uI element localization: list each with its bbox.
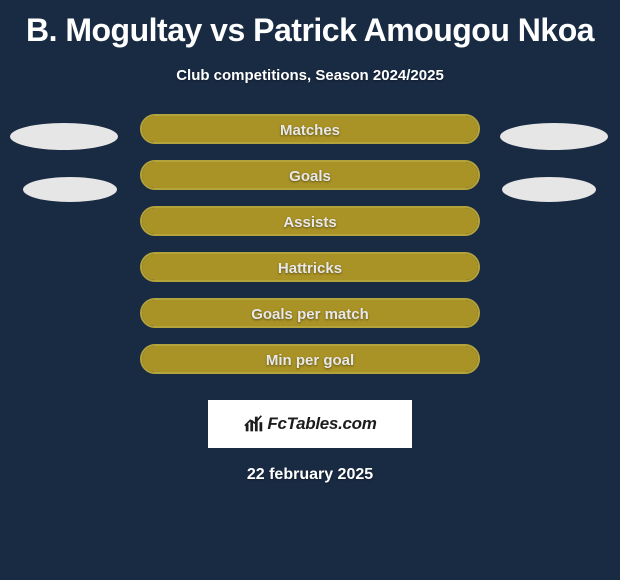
stat-label: Goals: [142, 162, 478, 190]
stat-label: Goals per match: [142, 300, 478, 328]
subtitle: Club competitions, Season 2024/2025: [0, 67, 620, 84]
bar-track: Min per goal: [140, 344, 480, 374]
comparison-chart: 1611Matches00Goals2Assists00HattricksGoa…: [0, 114, 620, 390]
chart-icon: [243, 413, 265, 435]
stat-label: Assists: [142, 208, 478, 236]
bar-track: Goals per match: [140, 298, 480, 328]
source-badge-text: FcTables.com: [243, 413, 376, 435]
stat-row: 00Hattricks: [0, 252, 620, 298]
stat-row: 2Assists: [0, 206, 620, 252]
avatar-ellipse: [500, 123, 608, 150]
stat-label: Hattricks: [142, 254, 478, 282]
stat-row: Min per goal: [0, 344, 620, 390]
avatar-ellipse: [10, 123, 118, 150]
bar-track: Assists: [140, 206, 480, 236]
bar-track: Hattricks: [140, 252, 480, 282]
stat-row: Goals per match: [0, 298, 620, 344]
avatar-ellipse: [23, 177, 117, 202]
page-title: B. Mogultay vs Patrick Amougou Nkoa: [0, 0, 620, 49]
avatar-ellipse: [502, 177, 596, 202]
stat-label: Min per goal: [142, 346, 478, 374]
date-text: 22 february 2025: [0, 466, 620, 484]
source-badge-label: FcTables.com: [267, 414, 376, 434]
bar-track: Goals: [140, 160, 480, 190]
bar-track: Matches: [140, 114, 480, 144]
stat-label: Matches: [142, 116, 478, 144]
source-badge: FcTables.com: [208, 400, 412, 448]
